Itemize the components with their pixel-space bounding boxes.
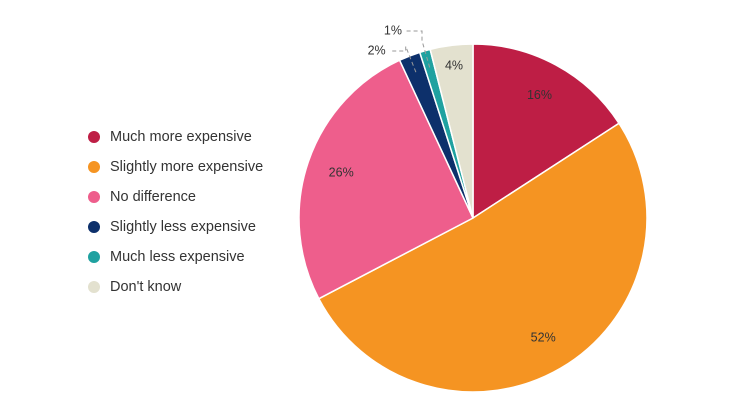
legend-label: Much more expensive	[110, 129, 252, 145]
legend-item[interactable]: Slightly more expensive	[88, 152, 263, 182]
legend-label: Much less expensive	[110, 249, 245, 265]
pie-data-label: 2%	[368, 43, 386, 57]
legend-item[interactable]: Much less expensive	[88, 242, 263, 272]
pie-labels: 16% 52% 26% 2% 1% 4%	[329, 23, 556, 344]
legend-label: No difference	[110, 189, 196, 205]
leader-line	[389, 46, 417, 73]
legend-swatch	[88, 161, 100, 173]
legend-swatch	[88, 251, 100, 263]
legend-item[interactable]: No difference	[88, 182, 263, 212]
legend-swatch	[88, 191, 100, 203]
leader-line	[406, 30, 431, 68]
legend-swatch	[88, 221, 100, 233]
legend-swatch	[88, 131, 100, 143]
legend-label: Slightly more expensive	[110, 159, 264, 175]
pie-data-label: 1%	[384, 23, 402, 37]
pie-data-label: 26%	[329, 166, 354, 180]
legend-swatch	[88, 281, 100, 293]
legend-item[interactable]: Much more expensive	[88, 122, 263, 152]
pie-data-label: 4%	[445, 58, 463, 72]
pie-slice[interactable]	[472, 43, 621, 220]
legend-label: Don't know	[110, 279, 182, 295]
legend-label: Slightly less expensive	[110, 219, 256, 235]
pie-slice[interactable]	[429, 43, 474, 219]
legend-item[interactable]: Slightly less expensive	[88, 212, 263, 242]
pie-slice[interactable]	[298, 59, 474, 300]
pie-data-label: 52%	[531, 330, 556, 344]
legend-item[interactable]: Don't know	[88, 272, 263, 302]
pie-slices	[298, 43, 648, 393]
pie-slice[interactable]	[317, 122, 648, 393]
pie-data-label: 16%	[527, 88, 552, 102]
legend: Much more expensive Slightly more expens…	[88, 122, 263, 302]
